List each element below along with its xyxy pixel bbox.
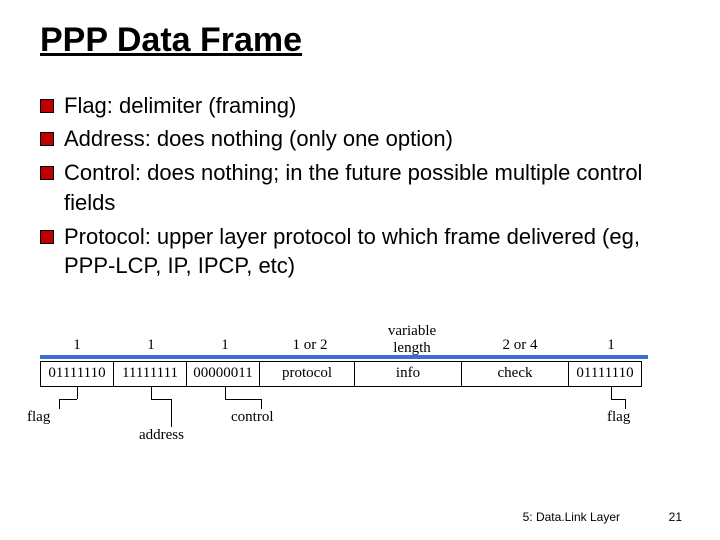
- field-size-label: 1 or 2: [270, 337, 350, 354]
- footer-page: 21: [669, 510, 682, 524]
- bullet-item: Flag: delimiter (framing): [40, 91, 680, 121]
- square-bullet-icon: [40, 99, 54, 113]
- accent-bar: [40, 355, 648, 359]
- frame-field: protocol: [259, 361, 355, 387]
- field-size-label: 1: [37, 337, 117, 354]
- field-size-label: 1: [111, 337, 191, 354]
- frame-field: 11111111: [113, 361, 187, 387]
- bullet-item: Control: does nothing; in the future pos…: [40, 158, 680, 217]
- bullet-text: Control: does nothing; in the future pos…: [64, 158, 680, 217]
- connector-line: [59, 399, 60, 409]
- frame-field: 01111110: [568, 361, 642, 387]
- square-bullet-icon: [40, 230, 54, 244]
- field-name-label: control: [231, 409, 311, 426]
- frame-field: info: [354, 361, 462, 387]
- connector-line: [261, 399, 262, 409]
- bullet-item: Protocol: upper layer protocol to which …: [40, 222, 680, 281]
- footer-chapter: 5: Data.Link Layer: [523, 510, 620, 524]
- square-bullet-icon: [40, 132, 54, 146]
- bullet-text: Protocol: upper layer protocol to which …: [64, 222, 680, 281]
- bullet-list: Flag: delimiter (framing)Address: does n…: [40, 91, 680, 281]
- frame-field: 01111110: [40, 361, 114, 387]
- ppp-frame-diagram: 011111101111111100000011protocolinfochec…: [40, 319, 680, 449]
- connector-line: [225, 399, 261, 400]
- field-size-label: 1: [571, 337, 651, 354]
- connector-tick: [151, 387, 152, 399]
- connector-tick: [225, 387, 226, 399]
- square-bullet-icon: [40, 166, 54, 180]
- frame-fields-row: 011111101111111100000011protocolinfochec…: [40, 361, 642, 387]
- connector-line: [151, 399, 171, 400]
- connector-line: [59, 399, 77, 400]
- connector-line: [625, 399, 626, 409]
- frame-field: 00000011: [186, 361, 260, 387]
- bullet-text: Address: does nothing (only one option): [64, 124, 680, 154]
- bullet-text: Flag: delimiter (framing): [64, 91, 680, 121]
- field-name-label: flag: [27, 409, 77, 426]
- connector-tick: [77, 387, 78, 399]
- field-size-label: 2 or 4: [480, 337, 560, 354]
- bullet-item: Address: does nothing (only one option): [40, 124, 680, 154]
- field-name-label: flag: [607, 409, 667, 426]
- field-name-label: address: [139, 427, 219, 444]
- connector-line: [611, 399, 625, 400]
- frame-field: check: [461, 361, 569, 387]
- field-size-label: variablelength: [372, 323, 452, 357]
- slide: PPP Data Frame Flag: delimiter (framing)…: [0, 0, 720, 540]
- field-size-label: 1: [185, 337, 265, 354]
- slide-title: PPP Data Frame: [40, 20, 680, 61]
- connector-tick: [611, 387, 612, 399]
- connector-line: [171, 399, 172, 427]
